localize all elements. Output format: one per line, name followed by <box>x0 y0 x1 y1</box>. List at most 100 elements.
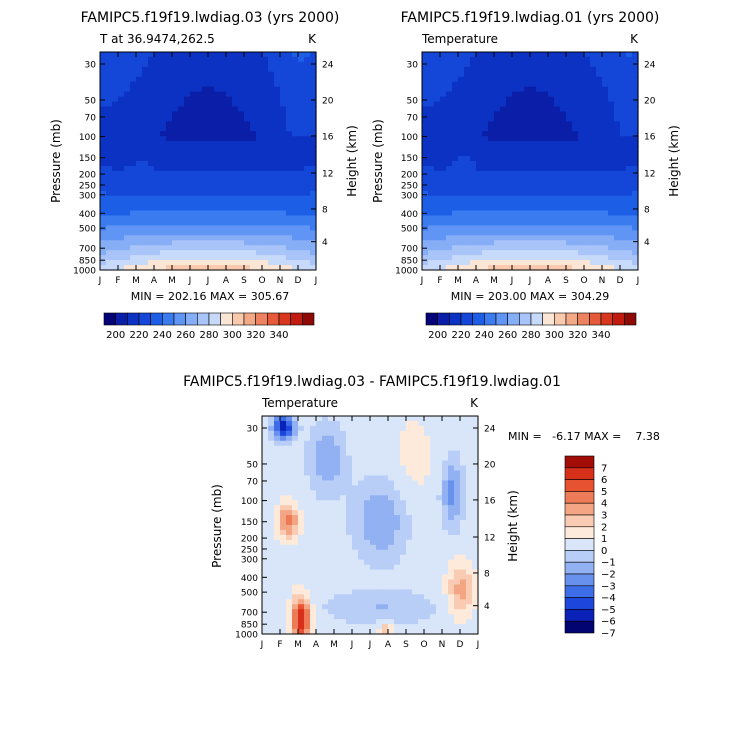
contour-cell <box>364 450 371 457</box>
contour-cell <box>232 255 239 261</box>
contour-cell <box>142 180 149 187</box>
contour-cell <box>310 425 317 432</box>
contour-cell <box>286 126 293 132</box>
colorbar-label: 260 <box>498 330 517 341</box>
contour-cell <box>328 505 335 511</box>
contour-cell <box>430 564 437 571</box>
contour-cell <box>460 470 467 477</box>
contour-cell <box>394 495 401 501</box>
contour-cell <box>424 629 431 635</box>
contour-cell <box>244 185 251 192</box>
contour-cell <box>352 430 359 437</box>
contour-cell <box>424 495 431 501</box>
contour-cell <box>428 215 435 222</box>
contour-cell <box>196 245 203 251</box>
contour-cell <box>452 170 459 177</box>
contour-cell <box>310 614 317 620</box>
contour-cell <box>244 126 251 132</box>
contour-cell <box>334 564 341 571</box>
contour-cell <box>214 76 221 83</box>
contour-cell <box>470 230 477 236</box>
contour-cell <box>250 131 257 137</box>
contour-cell <box>590 136 597 142</box>
contour-cell <box>352 500 359 506</box>
contour-cell <box>472 599 479 605</box>
contour-cell <box>536 131 543 137</box>
contour-cell <box>232 66 239 73</box>
contour-cell <box>470 255 477 261</box>
contour-cell <box>250 215 257 222</box>
contour-cell <box>292 151 299 157</box>
contour-cell <box>190 200 197 207</box>
contour-cell <box>466 594 473 600</box>
contour-cell <box>572 106 579 113</box>
contour-cell <box>494 76 501 83</box>
contour-cell <box>406 559 413 566</box>
contour-cell <box>256 101 263 108</box>
contour-cell <box>238 165 245 172</box>
contour-cell <box>316 619 323 625</box>
contour-cell <box>512 121 519 127</box>
contour-cell <box>130 175 137 182</box>
contour-cell <box>424 515 431 521</box>
contour-cell <box>452 151 459 157</box>
contour-cell <box>232 52 239 58</box>
contour-cell <box>286 500 293 506</box>
contour-cell <box>286 91 293 98</box>
contour-cell <box>238 156 245 162</box>
contour-cell <box>334 614 341 620</box>
contour-cell <box>172 245 179 251</box>
contour-cell <box>298 121 305 127</box>
contour-cell <box>446 220 453 226</box>
contour-cell <box>130 215 137 222</box>
contour-cell <box>566 91 573 98</box>
contour-cell <box>442 609 449 615</box>
contour-cell <box>304 470 311 477</box>
contour-cell <box>376 599 383 605</box>
contour-cell <box>554 81 561 88</box>
contour-cell <box>304 500 311 506</box>
contour-cell <box>440 71 447 78</box>
contour-cell <box>406 510 413 516</box>
contour-cell <box>220 265 227 271</box>
contour-cell <box>202 161 209 167</box>
contour-cell <box>488 106 495 113</box>
chart-2-units: K <box>630 32 639 46</box>
contour-cell <box>160 260 167 266</box>
contour-cell <box>400 624 407 630</box>
contour-cell <box>524 116 531 122</box>
contour-cell <box>428 101 435 108</box>
contour-cell <box>268 549 275 556</box>
contour-cell <box>286 475 293 481</box>
contour-cell <box>148 66 155 73</box>
contour-cell <box>124 210 131 217</box>
contour-cell <box>118 225 125 231</box>
contour-cell <box>304 141 311 147</box>
contour-cell <box>472 450 479 457</box>
contour-cell <box>166 146 173 152</box>
contour-cell <box>298 56 305 63</box>
contour-cell <box>100 180 107 187</box>
contour-cell <box>518 265 525 271</box>
contour-cell <box>190 225 197 231</box>
contour-cell <box>298 170 305 177</box>
contour-cell <box>560 131 567 137</box>
contour-cell <box>298 225 305 231</box>
contour-cell <box>196 220 203 226</box>
contour-cell <box>214 175 221 182</box>
contour-cell <box>136 111 143 117</box>
contour-cell <box>358 420 365 427</box>
contour-cell <box>412 529 419 536</box>
contour-cell <box>238 76 245 83</box>
contour-cell <box>512 161 519 167</box>
y-tick-label: 50 <box>85 96 97 106</box>
contour-cell <box>442 520 449 526</box>
contour-cell <box>184 230 191 236</box>
contour-cell <box>472 629 479 635</box>
contour-cell <box>620 71 627 78</box>
contour-cell <box>596 156 603 162</box>
contour-cell <box>422 91 429 98</box>
contour-cell <box>460 480 467 486</box>
contour-cell <box>346 500 353 506</box>
contour-cell <box>476 255 483 261</box>
